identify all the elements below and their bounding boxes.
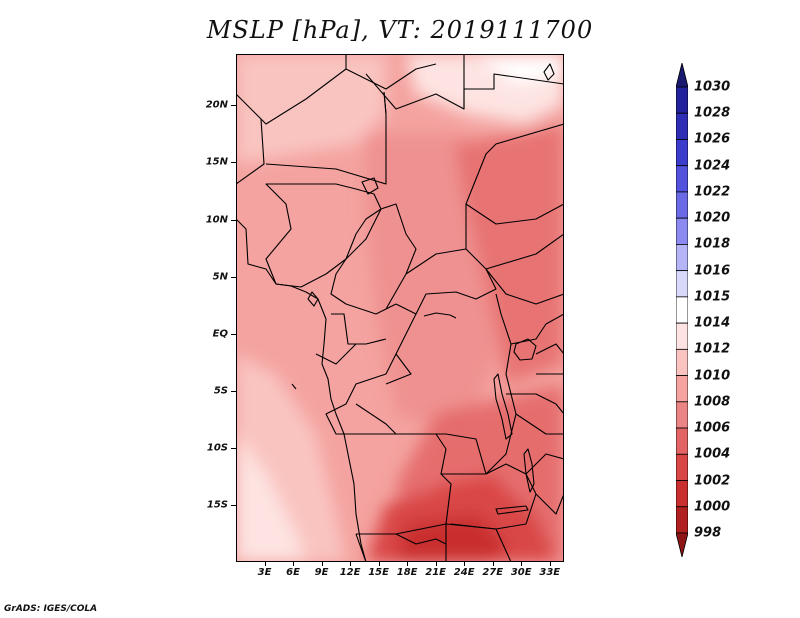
colorbar-swatch xyxy=(676,191,688,219)
colorbar-swatch xyxy=(676,401,688,429)
lon-tick xyxy=(464,562,466,566)
colorbar-swatch xyxy=(676,480,688,508)
lat-tick xyxy=(231,447,236,449)
field-region-central xyxy=(366,134,496,434)
colorbar-label-1006: 1006 xyxy=(694,420,731,436)
pressure-field xyxy=(236,54,564,562)
lon-label-33e: 33E xyxy=(539,567,561,578)
colorbar-label-1018: 1018 xyxy=(694,236,731,252)
plot-title: MSLP [hPa], VT: 2019111700 xyxy=(206,16,594,44)
lon-label-18e: 18E xyxy=(396,567,418,578)
field-region-nw xyxy=(236,54,386,164)
colorbar-swatch xyxy=(676,86,688,114)
lon-tick xyxy=(293,562,295,566)
lon-label-27e: 27E xyxy=(482,567,504,578)
colorbar-swatch xyxy=(676,270,688,298)
lat-tick xyxy=(231,105,236,107)
lon-tick xyxy=(350,562,352,566)
colorbar-swatch xyxy=(676,322,688,350)
colorbar-swatch xyxy=(676,296,688,324)
lon-label-3e: 3E xyxy=(257,567,272,578)
colorbar-swatch xyxy=(676,506,688,534)
lat-tick xyxy=(231,276,236,278)
lat-label-15s: 15S xyxy=(206,499,228,511)
colorbar-label-1000: 1000 xyxy=(694,499,731,515)
grads-credit: GrADS: IGES/COLA xyxy=(4,604,98,614)
lon-label-24e: 24E xyxy=(453,567,475,578)
colorbar-swatch xyxy=(676,217,688,245)
map-panel xyxy=(236,54,564,562)
colorbar-label-1010: 1010 xyxy=(694,368,731,384)
colorbar-label-1022: 1022 xyxy=(694,184,731,200)
lon-label-30e: 30E xyxy=(510,567,532,578)
lat-tick xyxy=(231,162,236,164)
lat-tick xyxy=(231,390,236,392)
colorbar-label-1004: 1004 xyxy=(694,446,731,462)
field-shading xyxy=(236,54,564,562)
lon-label-21e: 21E xyxy=(425,567,447,578)
lon-tick xyxy=(378,562,380,566)
colorbar-top-arrow xyxy=(676,63,688,88)
colorbar xyxy=(676,63,688,557)
lon-tick xyxy=(264,562,266,566)
lat-label-eq: EQ xyxy=(212,328,228,340)
colorbar-swatch xyxy=(676,139,688,167)
lat-label-20n: 20N xyxy=(205,99,228,111)
lon-tick xyxy=(407,562,409,566)
colorbar-swatch xyxy=(676,375,688,403)
colorbar-swatch xyxy=(676,244,688,272)
field-region-s-core xyxy=(396,514,506,562)
lon-label-9e: 9E xyxy=(314,567,329,578)
colorbar-label-998: 998 xyxy=(694,525,722,541)
lat-label-10n: 10N xyxy=(205,214,228,226)
field-region-ne-white xyxy=(476,54,564,84)
lat-label-5n: 5N xyxy=(212,271,228,283)
colorbar-label-1020: 1020 xyxy=(694,210,731,226)
lat-tick xyxy=(231,333,236,335)
colorbar-label-1030: 1030 xyxy=(694,79,731,95)
coastlines xyxy=(236,63,555,562)
colorbar-swatch xyxy=(676,165,688,193)
lat-label-5s: 5S xyxy=(213,385,228,397)
colorbar-bottom-arrow xyxy=(676,532,688,557)
colorbar-label-1028: 1028 xyxy=(694,105,731,121)
country-borders xyxy=(236,54,564,562)
colorbar-swatch xyxy=(676,453,688,481)
mslp-map xyxy=(236,54,564,562)
lat-tick xyxy=(231,504,236,506)
colorbar-label-1015: 1015 xyxy=(694,289,731,305)
lon-label-12e: 12E xyxy=(339,567,361,578)
lon-tick xyxy=(521,562,523,566)
colorbar-label-1008: 1008 xyxy=(694,394,731,410)
lon-label-6e: 6E xyxy=(286,567,300,578)
colorbar-label-1016: 1016 xyxy=(694,263,731,279)
lon-label-15e: 15E xyxy=(368,567,389,578)
field-region-botswana xyxy=(436,474,516,514)
colorbar-label-1024: 1024 xyxy=(694,158,731,174)
lon-tick xyxy=(321,562,323,566)
colorbar-label-1002: 1002 xyxy=(694,473,731,489)
colorbar-label-1014: 1014 xyxy=(694,315,731,331)
lat-label-10s: 10S xyxy=(206,442,228,454)
lat-tick xyxy=(231,219,236,221)
colorbar-swatch xyxy=(676,427,688,455)
map-frame xyxy=(236,54,564,562)
lon-tick xyxy=(549,562,551,566)
colorbar-label-1012: 1012 xyxy=(694,341,731,357)
field-region-sw-light xyxy=(236,434,306,562)
lat-label-15n: 15N xyxy=(205,156,228,168)
colorbar-label-1026: 1026 xyxy=(694,131,731,147)
colorbar-swatch xyxy=(676,112,688,140)
lon-tick xyxy=(435,562,437,566)
lon-tick xyxy=(492,562,494,566)
colorbar-swatch xyxy=(676,348,688,376)
field-region-east xyxy=(456,124,564,384)
